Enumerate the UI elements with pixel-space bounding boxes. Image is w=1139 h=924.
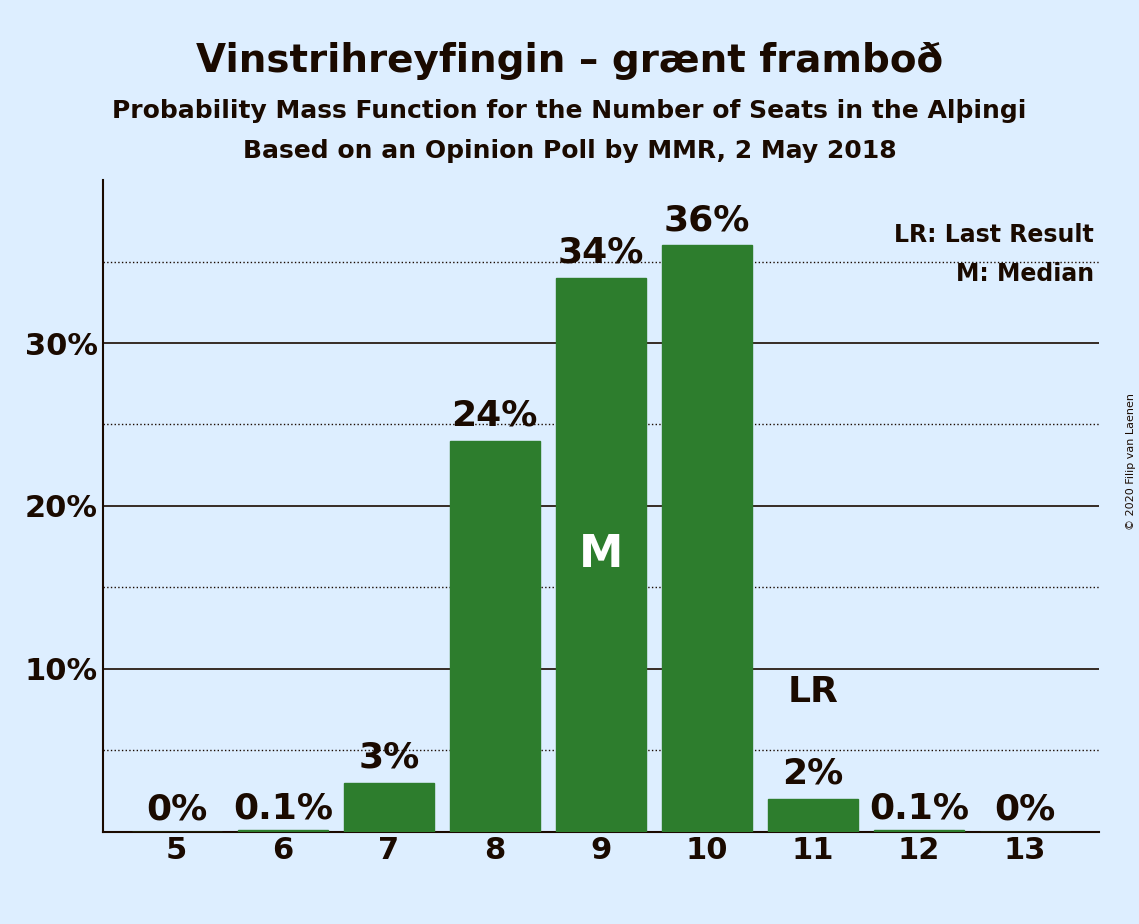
- Text: Vinstrihreyfingin – grænt framboð: Vinstrihreyfingin – grænt framboð: [196, 42, 943, 79]
- Text: 0%: 0%: [994, 793, 1056, 827]
- Text: 2%: 2%: [782, 757, 844, 791]
- Text: LR: LR: [787, 675, 838, 710]
- Text: M: M: [579, 533, 623, 577]
- Text: 0%: 0%: [146, 793, 207, 827]
- Text: Probability Mass Function for the Number of Seats in the Alþingi: Probability Mass Function for the Number…: [113, 99, 1026, 123]
- Text: 24%: 24%: [451, 398, 538, 432]
- Text: © 2020 Filip van Laenen: © 2020 Filip van Laenen: [1125, 394, 1136, 530]
- Text: 0.1%: 0.1%: [232, 791, 333, 825]
- Text: 3%: 3%: [358, 741, 419, 774]
- Text: 34%: 34%: [558, 236, 644, 270]
- Bar: [450, 441, 540, 832]
- Text: M: Median: M: Median: [956, 261, 1095, 286]
- Text: 36%: 36%: [664, 203, 751, 237]
- Bar: [344, 783, 434, 832]
- Bar: [662, 245, 752, 832]
- Text: 0.1%: 0.1%: [869, 791, 969, 825]
- Text: Based on an Opinion Poll by MMR, 2 May 2018: Based on an Opinion Poll by MMR, 2 May 2…: [243, 139, 896, 163]
- Bar: [238, 830, 328, 832]
- Text: LR: Last Result: LR: Last Result: [894, 223, 1095, 247]
- Bar: [768, 799, 858, 832]
- Bar: [874, 830, 964, 832]
- Bar: [556, 278, 646, 832]
